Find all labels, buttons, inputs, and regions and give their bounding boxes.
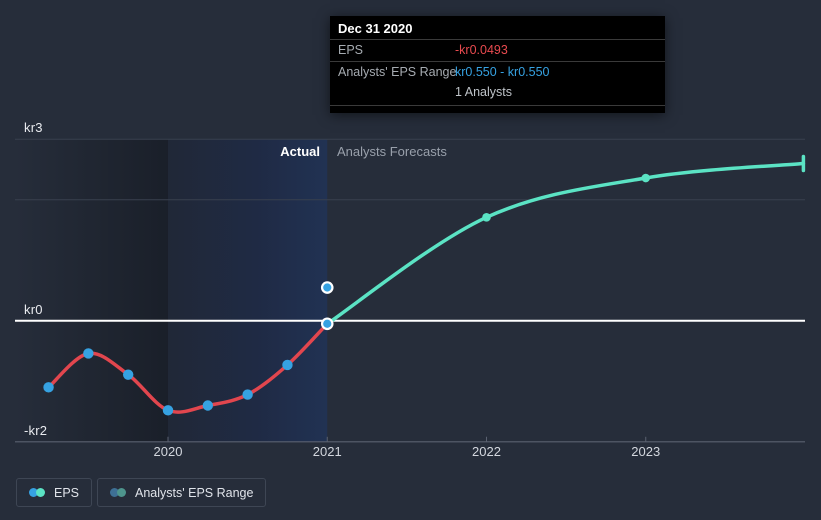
chart-tooltip: Dec 31 2020 EPS -kr0.0493 Analysts' EPS … [330,16,665,113]
data-point-marker[interactable] [43,382,54,393]
tooltip-analysts-row: 1 Analysts [330,82,665,102]
x-axis-label-2022: 2022 [472,444,501,459]
data-point-marker[interactable] [282,359,293,371]
data-point-marker[interactable] [242,389,253,400]
legend-eps-button[interactable]: EPS [16,478,93,507]
data-point-marker[interactable] [83,348,94,359]
data-point-marker[interactable] [122,369,134,380]
tooltip-eps-label: EPS [338,43,364,57]
chart-legend: EPS Analysts' EPS Range [16,478,267,507]
forecasts-section-label: Analysts Forecasts [337,144,447,159]
x-axis-label-2021: 2021 [312,444,342,459]
hovered-point-marker[interactable] [320,281,334,294]
y-axis-label-kr0: kr0 [24,301,43,317]
tooltip-analysts-count: 1 Analysts [455,85,512,99]
hovered-point-marker[interactable] [320,317,334,331]
y-axis-label-neg-kr2: -kr2 [24,422,48,438]
tooltip-range-value: kr0.550 - kr0.550 [455,65,550,79]
tooltip-date: Dec 31 2020 [330,16,665,40]
data-point-marker[interactable] [202,400,214,411]
tooltip-eps-row: EPS -kr0.0493 [330,40,665,62]
tooltip-range-label: Analysts' EPS Range [338,65,457,79]
past-shade-region [15,139,168,442]
data-point-marker[interactable] [162,405,174,416]
actual-section-label: Actual [280,144,320,159]
x-axis-label-2023: 2023 [631,444,661,459]
y-axis-label-kr3: kr3 [24,120,43,136]
data-point-marker[interactable] [641,173,651,183]
legend-range-button[interactable]: Analysts' EPS Range [97,478,267,507]
series-line-1 [325,161,806,326]
legend-range-label: Analysts' EPS Range [135,485,254,500]
legend-eps-label: EPS [54,485,80,500]
range-series-icon [110,487,127,498]
x-axis-label-2020: 2020 [153,444,183,459]
eps-series-icon [29,487,46,498]
tooltip-range-row: Analysts' EPS Range kr0.550 - kr0.550 [330,62,665,82]
data-point-marker[interactable] [482,213,491,222]
tooltip-footer-divider [330,105,665,113]
tooltip-eps-value: -kr0.0493 [455,43,508,57]
